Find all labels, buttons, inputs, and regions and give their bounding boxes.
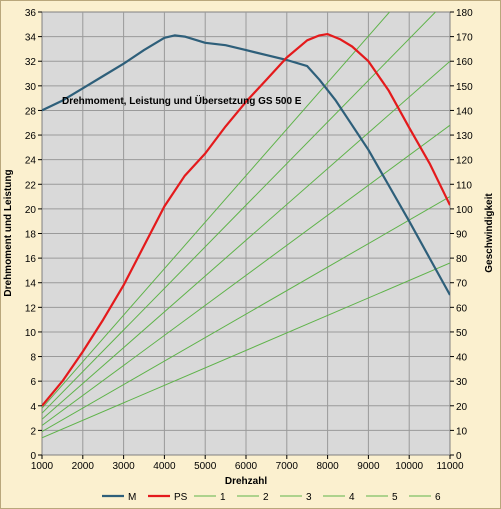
y-right-tick-label: 80 — [456, 254, 468, 265]
y-axis-right-title: Geschwindigkeit — [484, 193, 495, 273]
legend-label-6: 6 — [435, 492, 441, 503]
x-tick-label: 9000 — [357, 461, 380, 472]
legend: M PS 1 2 3 4 5 6 — [102, 492, 441, 503]
legend-label-1: 1 — [220, 492, 226, 503]
x-tick-label: 2000 — [72, 461, 95, 472]
series-line-1 — [42, 262, 450, 439]
y-right-tick-label: 10 — [456, 426, 468, 437]
legend-label-5: 5 — [392, 492, 398, 503]
x-axis: 1000 2000 3000 4000 5000 6000 7000 8000 9000 1000… — [31, 455, 464, 472]
x-tick-label: 3000 — [112, 461, 135, 472]
x-axis-title: Drehzahl — [225, 476, 267, 487]
chart-title: Drehmoment, Leistung und Übersetzung GS … — [62, 94, 302, 107]
y-axis-right: 0 10 20 30 40 50 60 70 80 90 100 110 120 130 140 150 160… — [450, 8, 473, 462]
y-right-tick-label: 150 — [456, 82, 473, 93]
legend-label-2: 2 — [263, 492, 269, 503]
legend-label-PS: PS — [174, 492, 188, 503]
series-line-PS — [42, 32, 450, 407]
y-left-tick-label: 2 — [30, 426, 36, 437]
legend-label-4: 4 — [349, 492, 355, 503]
x-tick-label: 10000 — [395, 461, 423, 472]
y-left-tick-label: 0 — [30, 451, 36, 462]
y-left-tick-label: 22 — [25, 180, 37, 191]
legend-label-3: 3 — [306, 492, 312, 503]
y-left-tick-label: 34 — [25, 33, 37, 44]
y-left-tick-label: 24 — [25, 156, 37, 167]
y-left-tick-label: 16 — [25, 254, 37, 265]
series-line-6 — [42, 12, 391, 409]
y-left-tick-label: 4 — [30, 402, 36, 413]
y-right-tick-label: 160 — [456, 57, 473, 68]
series-line-M — [42, 34, 450, 296]
series-line-5 — [42, 12, 437, 414]
y-right-tick-label: 130 — [456, 131, 473, 142]
y-left-tick-label: 28 — [25, 106, 37, 117]
y-right-tick-label: 20 — [456, 402, 468, 413]
x-tick-label: 1000 — [31, 461, 54, 472]
y-left-tick-label: 14 — [25, 279, 37, 290]
y-left-tick-label: 36 — [25, 8, 37, 19]
x-tick-label: 4000 — [153, 461, 176, 472]
y-left-tick-label: 8 — [30, 353, 36, 364]
y-right-tick-label: 0 — [456, 451, 462, 462]
y-left-tick-label: 20 — [25, 205, 37, 216]
y-right-tick-label: 50 — [456, 328, 468, 339]
x-tick-label: 8000 — [316, 461, 339, 472]
y-right-tick-label: 140 — [456, 106, 473, 117]
y-right-tick-label: 120 — [456, 156, 473, 167]
y-axis-left-title: Drehmoment und Leistung — [3, 169, 14, 296]
y-left-tick-label: 12 — [25, 303, 37, 314]
y-right-tick-label: 90 — [456, 230, 468, 241]
y-left-tick-label: 30 — [25, 82, 37, 93]
series-line-4 — [42, 60, 450, 420]
y-right-tick-label: 180 — [456, 8, 473, 19]
x-tick-label: 7000 — [276, 461, 299, 472]
y-left-tick-label: 26 — [25, 131, 37, 142]
y-right-tick-label: 110 — [456, 180, 472, 191]
x-tick-label: 11000 — [436, 461, 464, 472]
y-left-tick-label: 10 — [25, 328, 37, 339]
y-right-tick-label: 40 — [456, 353, 468, 364]
y-left-tick-label: 6 — [30, 377, 36, 388]
y-right-tick-label: 60 — [456, 303, 468, 314]
y-left-tick-label: 32 — [25, 57, 37, 68]
y-right-tick-label: 170 — [456, 33, 473, 44]
x-tick-label: 6000 — [235, 461, 258, 472]
series-line-2 — [42, 196, 450, 433]
y-right-tick-label: 70 — [456, 279, 468, 290]
y-left-tick-label: 18 — [25, 230, 37, 241]
legend-label-M: M — [128, 492, 136, 503]
y-right-tick-label: 100 — [456, 205, 473, 216]
x-tick-label: 5000 — [194, 461, 217, 472]
main-series-group — [42, 32, 450, 407]
y-right-tick-label: 30 — [456, 377, 468, 388]
